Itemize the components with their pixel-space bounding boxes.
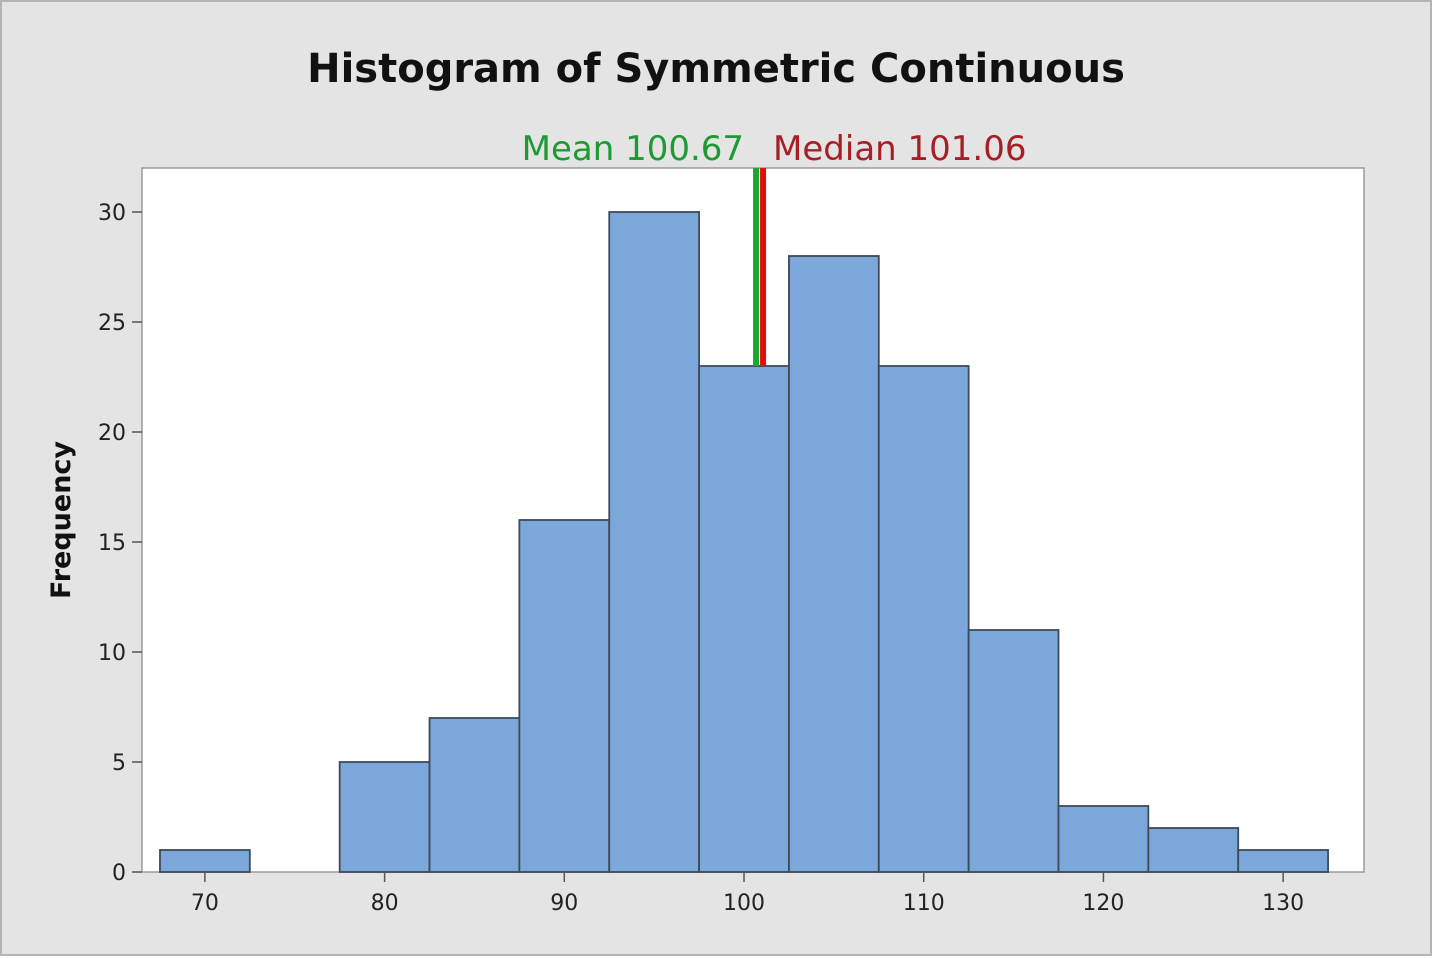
histogram-bar (788, 255, 880, 873)
y-tick-label: 5 (112, 751, 126, 776)
reference-lines: Mean 100.67 Median 101.06 (522, 129, 1027, 366)
histogram-bar (1237, 849, 1329, 873)
histogram-bar (338, 761, 431, 873)
y-axis-label: Frequency (46, 441, 77, 599)
x-tick-label: 120 (1082, 891, 1124, 916)
x-tick-label: 100 (723, 891, 765, 916)
y-tick-label: 20 (98, 421, 126, 446)
histogram-bar (967, 629, 1060, 873)
histogram-bar (608, 211, 700, 873)
histogram-bar (1057, 805, 1150, 873)
y-tick-label: 30 (98, 201, 126, 226)
histogram-bar (877, 365, 970, 873)
x-axis: 70 80 90 100 110 120 130 (191, 872, 1304, 916)
median-label: Median 101.06 (773, 129, 1026, 169)
x-tick-label: 70 (191, 891, 219, 916)
chart-title: Histogram of Symmetric Continuous (307, 46, 1125, 92)
y-tick-label: 25 (98, 311, 126, 336)
y-axis: 0 5 10 15 20 25 30 (98, 201, 142, 886)
x-tick-label: 80 (371, 891, 399, 916)
y-tick-label: 0 (112, 861, 126, 886)
histogram-bar (428, 717, 521, 873)
histogram-bar (698, 365, 790, 873)
histogram-bar (518, 519, 611, 873)
y-tick-label: 15 (98, 531, 126, 556)
y-tick-label: 10 (98, 641, 126, 666)
x-tick-label: 130 (1262, 891, 1304, 916)
mean-label: Mean 100.67 (522, 129, 744, 169)
x-tick-label: 90 (550, 891, 578, 916)
x-tick-label: 110 (903, 891, 945, 916)
histogram-bars (159, 211, 1329, 873)
histogram-bar (159, 849, 251, 873)
histogram-bar (1147, 827, 1240, 873)
